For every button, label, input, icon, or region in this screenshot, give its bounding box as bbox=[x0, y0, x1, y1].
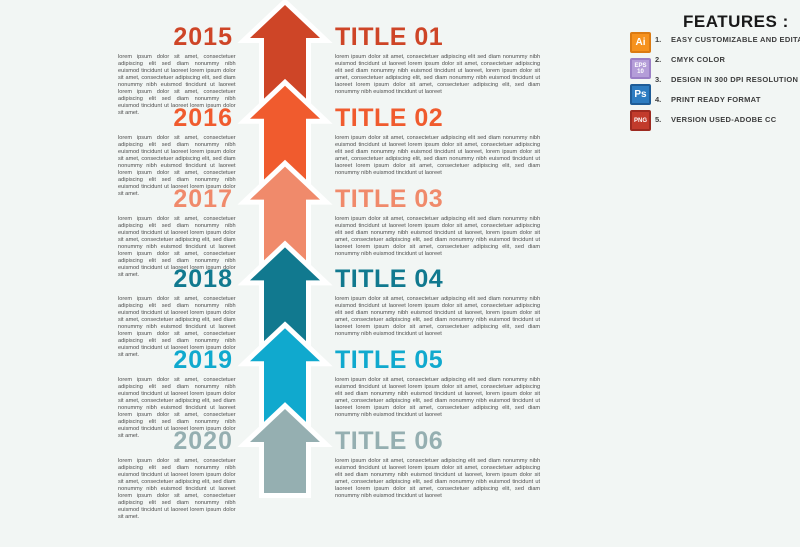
timeline-year: 2017 bbox=[173, 184, 233, 213]
feature-item: 3. DESIGN IN 300 DPI RESOLUTION bbox=[655, 75, 800, 95]
feature-item: 1. EASY CUSTOMIZABLE AND EDITABLE bbox=[655, 35, 800, 55]
timeline-title: TITLE 03 bbox=[335, 184, 444, 213]
feature-item: 5. VERSION USED-ADOBE CC bbox=[655, 115, 800, 135]
timeline-right-column: TITLE 02 lorem ipsum dolor sit amet, con… bbox=[335, 103, 541, 194]
up-arrow-icon-2020 bbox=[237, 402, 333, 498]
feature-label: VERSION USED-ADOBE CC bbox=[671, 115, 777, 124]
features-list: 1. EASY CUSTOMIZABLE AND EDITABLE 2. CMY… bbox=[655, 35, 800, 135]
eps-10-icon: EPS 10 bbox=[630, 58, 651, 79]
feature-label: DESIGN IN 300 DPI RESOLUTION bbox=[671, 75, 799, 84]
features-heading: FEATURES : bbox=[683, 12, 789, 31]
feature-number: 2. bbox=[655, 55, 662, 64]
timeline-left-text: lorem ipsum dolor sit amet, consectetuer… bbox=[118, 295, 236, 358]
infographic-canvas: 2015 lorem ipsum dolor sit amet, consect… bbox=[118, 0, 800, 519]
timeline-right-text: lorem ipsum dolor sit amet, consectetuer… bbox=[335, 457, 541, 499]
feature-label: CMYK COLOR bbox=[671, 55, 726, 64]
timeline-year: 2015 bbox=[173, 23, 233, 51]
timeline-year: 2016 bbox=[173, 103, 233, 132]
timeline-year: 2020 bbox=[173, 427, 233, 455]
file-format-badges: Ai EPS 10 Ps PNG bbox=[630, 32, 651, 136]
adobe-illustrator-icon: Ai bbox=[630, 32, 651, 53]
timeline-title: TITLE 04 bbox=[335, 265, 444, 294]
timeline-left-text: lorem ipsum dolor sit amet, consectetuer… bbox=[118, 214, 236, 277]
feature-item: 2. CMYK COLOR bbox=[655, 55, 800, 75]
photoshop-icon: Ps bbox=[630, 84, 651, 105]
timeline-right-text: lorem ipsum dolor sit amet, consectetuer… bbox=[335, 295, 541, 337]
png-icon: PNG bbox=[630, 110, 651, 131]
timeline-year: 2018 bbox=[173, 265, 233, 294]
timeline-title: TITLE 06 bbox=[335, 427, 444, 455]
timeline-right-text: lorem ipsum dolor sit amet, consectetuer… bbox=[335, 376, 541, 418]
timeline-arrows bbox=[237, 0, 333, 498]
timeline-left-column: 2016 lorem ipsum dolor sit amet, consect… bbox=[118, 103, 237, 224]
timeline-left-column: 2019 lorem ipsum dolor sit amet, consect… bbox=[118, 347, 237, 466]
timeline-title: TITLE 02 bbox=[335, 103, 444, 132]
timeline-left-text: lorem ipsum dolor sit amet, consectetuer… bbox=[118, 376, 236, 439]
timeline-left-text: lorem ipsum dolor sit amet, consectetuer… bbox=[118, 133, 236, 197]
timeline-left-column: 2015 lorem ipsum dolor sit amet, consect… bbox=[118, 24, 237, 143]
feature-item: 4. PRINT READY FORMAT bbox=[655, 95, 800, 115]
timeline-right-column: TITLE 03 lorem ipsum dolor sit amet, con… bbox=[335, 184, 541, 275]
timeline-right-column: TITLE 05 lorem ipsum dolor sit amet, con… bbox=[335, 347, 541, 436]
timeline-left-column: 2017 lorem ipsum dolor sit amet, consect… bbox=[118, 184, 237, 305]
timeline-right-text: lorem ipsum dolor sit amet, consectetuer… bbox=[335, 53, 541, 95]
timeline-left-column: 2020 lorem ipsum dolor sit amet, consect… bbox=[118, 428, 237, 547]
feature-number: 4. bbox=[655, 95, 662, 104]
feature-number: 1. bbox=[655, 35, 662, 44]
feature-label: EASY CUSTOMIZABLE AND EDITABLE bbox=[671, 35, 800, 44]
timeline-left-text: lorem ipsum dolor sit amet, consectetuer… bbox=[118, 457, 236, 520]
feature-label: PRINT READY FORMAT bbox=[671, 95, 761, 104]
timeline-right-column: TITLE 06 lorem ipsum dolor sit amet, con… bbox=[335, 428, 541, 517]
timeline-right-column: TITLE 01 lorem ipsum dolor sit amet, con… bbox=[335, 24, 541, 113]
timeline-title: TITLE 01 bbox=[335, 23, 444, 51]
timeline-left-column: 2018 lorem ipsum dolor sit amet, consect… bbox=[118, 266, 237, 385]
timeline-right-text: lorem ipsum dolor sit amet, consectetuer… bbox=[335, 133, 541, 176]
timeline-right-column: TITLE 04 lorem ipsum dolor sit amet, con… bbox=[335, 266, 541, 355]
timeline-title: TITLE 05 bbox=[335, 346, 444, 375]
timeline-right-text: lorem ipsum dolor sit amet, consectetuer… bbox=[335, 214, 541, 256]
feature-number: 5. bbox=[655, 115, 662, 124]
timeline-year: 2019 bbox=[173, 346, 233, 375]
feature-number: 3. bbox=[655, 75, 662, 84]
timeline-left-text: lorem ipsum dolor sit amet, consectetuer… bbox=[118, 53, 236, 116]
